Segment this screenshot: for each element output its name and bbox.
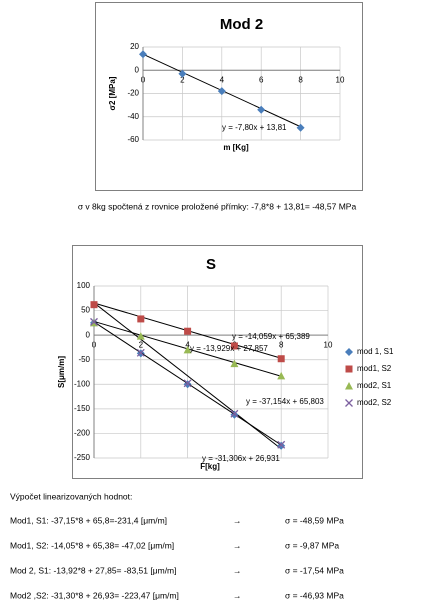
calc-text: Mod1, S1: -37,15*8 + 65,8=-231,4 [μm/m] <box>10 515 167 525</box>
point <box>230 342 238 350</box>
y-tick-label: -40 <box>127 112 139 121</box>
point <box>277 355 285 363</box>
y-tick-label: -20 <box>127 89 139 98</box>
x-tick-label: 2 <box>139 340 144 349</box>
legend-label: mod2, S1 <box>357 381 392 390</box>
y-tick-label: 0 <box>86 330 91 339</box>
point <box>90 301 98 309</box>
point <box>277 371 286 380</box>
trendline-label: y = -13,929x + 27,857 <box>190 344 268 353</box>
stress-text: σ = -9,87 MPa <box>285 540 339 550</box>
stress-text: σ = -17,54 MPa <box>285 565 344 575</box>
point <box>90 317 98 326</box>
y-tick-label: 0 <box>135 65 140 74</box>
x-tick-label: 4 <box>220 75 225 84</box>
point <box>136 348 145 357</box>
section-heading: Výpočet linearizovaných hodnot: <box>10 491 132 501</box>
point <box>296 123 305 132</box>
point <box>217 87 226 96</box>
trendline-label: y = -37,154x + 65,803 <box>246 397 324 406</box>
arrow: → <box>233 540 242 550</box>
trendline-label: y = -14,059x + 65,389 <box>232 332 310 341</box>
point <box>257 105 266 114</box>
arrow: → <box>233 515 242 525</box>
point <box>184 327 192 335</box>
chart-title: Mod 2 <box>220 16 263 33</box>
legend-marker <box>345 399 353 407</box>
legend-label: mod 1, S1 <box>357 347 394 356</box>
legend-label: mod2, S2 <box>357 398 392 407</box>
x-axis-label: F[kg] <box>200 462 220 471</box>
y-tick-label: -50 <box>78 355 90 364</box>
chart-frame <box>72 245 363 479</box>
arrow: → <box>233 565 242 575</box>
y-tick-label: -150 <box>74 404 91 413</box>
point <box>136 332 145 340</box>
point <box>277 440 286 449</box>
trendline-label: y = -31,306x + 26,931 <box>202 454 280 463</box>
x-tick-label: 8 <box>298 75 303 84</box>
point <box>178 69 187 78</box>
x-tick-label: 10 <box>324 340 333 349</box>
y-axis-label: S[μm/m] <box>57 356 66 388</box>
x-tick-label: 10 <box>336 75 345 84</box>
point <box>230 409 239 418</box>
point <box>139 50 147 59</box>
y-tick-label: -60 <box>127 135 139 144</box>
legend-marker <box>345 382 353 390</box>
y-tick-label: -200 <box>74 429 91 438</box>
calc-text: Mod2 ,S2: -31,30*8 + 26,93= -223,47 [μm/… <box>10 590 179 600</box>
y-tick-label: 100 <box>77 281 91 290</box>
calc-text: Mod 2, S1: -13,92*8 + 27,85= -83,51 [μm/… <box>10 565 177 575</box>
arrow: → <box>233 590 242 600</box>
point <box>230 359 239 368</box>
x-tick-label: 2 <box>180 75 185 84</box>
chart-title: S <box>206 256 216 273</box>
x-tick-label: 4 <box>185 340 190 349</box>
legend-marker <box>345 348 353 356</box>
calc-text: Mod1, S2: -14,05*8 + 65,38= -47,02 [μm/m… <box>10 540 174 550</box>
stress-text: σ = -48,59 MPa <box>285 515 344 525</box>
y-tick-label: -100 <box>74 379 91 388</box>
legend-label: mod1, S2 <box>357 364 392 373</box>
y-tick-label: -250 <box>74 453 91 462</box>
point <box>137 315 145 323</box>
x-axis-label: m [Kg] <box>223 143 249 152</box>
point <box>183 345 192 354</box>
stress-text: σ = -46,93 MPa <box>285 590 344 600</box>
point <box>183 379 192 388</box>
y-tick-label: 50 <box>81 306 90 315</box>
y-tick-label: 20 <box>130 42 139 51</box>
x-tick-label: 8 <box>279 340 284 349</box>
chart-frame <box>95 2 363 191</box>
result-text: σ v 8kg spočtená z rovnice proložené pří… <box>78 201 357 211</box>
x-tick-label: 6 <box>259 75 264 84</box>
legend-marker <box>345 365 353 373</box>
y-axis-label: σ2 [MPa] <box>108 76 117 110</box>
trendline-label: y = -7,80x + 13,81 <box>222 123 287 132</box>
